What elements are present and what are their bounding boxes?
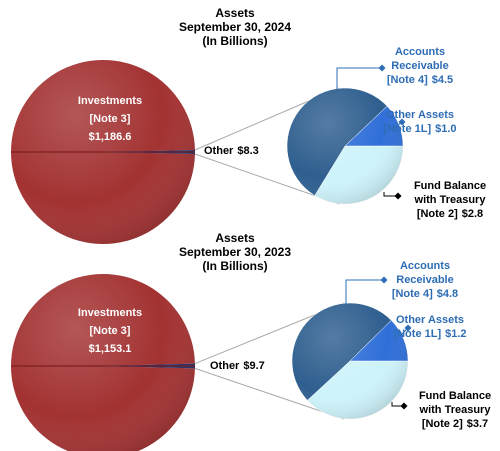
data-label: Other Assets [Note 1L] $1.0 (383, 109, 456, 135)
label-line: [Note 2] (417, 208, 458, 220)
data-label: Other $9.7 (210, 360, 265, 372)
data-label: Fund Balance with Treasury [Note 2] $2.8 (414, 180, 487, 220)
label-line: Receivable (391, 60, 448, 72)
label-line: Investments (78, 95, 142, 107)
value-label: $1.0 (435, 123, 456, 135)
label-line: [Note 1L] (393, 328, 441, 340)
label-line: [Note 1L] (383, 123, 431, 135)
leader-end (400, 402, 408, 410)
leader-end (378, 64, 386, 72)
data-label: Accounts Receivable [Note 4] $4.8 (392, 260, 458, 300)
connector-line (194, 367, 345, 420)
data-label: Accounts Receivable [Note 4] $4.5 (387, 46, 453, 86)
value-label: $3.7 (467, 418, 488, 430)
label-line: with Treasury (419, 404, 492, 416)
data-label: Investments [Note 3] $1,186.6 (78, 95, 142, 143)
chart-title: Assets (215, 231, 255, 245)
pie-shine (287, 88, 403, 204)
chart-title: (In Billions) (202, 259, 267, 273)
label-line: Other Assets (386, 109, 454, 121)
data-label: Other Assets [Note 1L] $1.2 (393, 314, 466, 340)
label-line: Other (204, 145, 234, 157)
leader-line (345, 279, 384, 304)
data-label: Investments [Note 3] $1,153.1 (78, 307, 142, 355)
pie-shine (292, 303, 408, 419)
label-line: with Treasury (414, 194, 487, 206)
label-line: Other (210, 360, 240, 372)
value-label: $1,186.6 (89, 131, 132, 143)
label-line: Other Assets (396, 314, 464, 326)
label-line: [Note 3] (90, 325, 131, 337)
data-label: Other $8.3 (204, 145, 259, 157)
label-line: Fund Balance (419, 390, 491, 402)
value-label: $1.2 (445, 328, 466, 340)
label-line: Accounts (395, 46, 445, 58)
label-line: Investments (78, 307, 142, 319)
leader-end (380, 276, 388, 284)
pie-shine (11, 274, 195, 451)
value-label: $8.3 (237, 145, 258, 157)
label-line: Receivable (396, 274, 453, 286)
chart-title: September 30, 2024 (179, 20, 291, 34)
leader-line (383, 192, 398, 197)
label-line: [Note 2] (422, 418, 463, 430)
chart-title: September 30, 2023 (179, 245, 291, 259)
label-line: [Note 4] (392, 288, 433, 300)
value-label: $9.7 (243, 360, 264, 372)
leader-line (336, 67, 382, 90)
label-line: [Note 3] (90, 113, 131, 125)
chart-title: Assets (215, 6, 255, 20)
label-line: Fund Balance (414, 180, 486, 192)
value-label: $4.5 (432, 74, 453, 86)
label-line: Accounts (400, 260, 450, 272)
leader-end (394, 192, 402, 200)
leader-end (398, 118, 406, 126)
value-label: $1,153.1 (89, 343, 132, 355)
data-label: Fund Balance with Treasury [Note 2] $3.7 (419, 390, 492, 430)
value-label: $4.8 (437, 288, 458, 300)
label-line: [Note 4] (387, 74, 428, 86)
value-label: $2.8 (462, 208, 483, 220)
leader-line (391, 402, 404, 407)
leader-end (404, 324, 412, 332)
chart-title: (In Billions) (202, 34, 267, 48)
